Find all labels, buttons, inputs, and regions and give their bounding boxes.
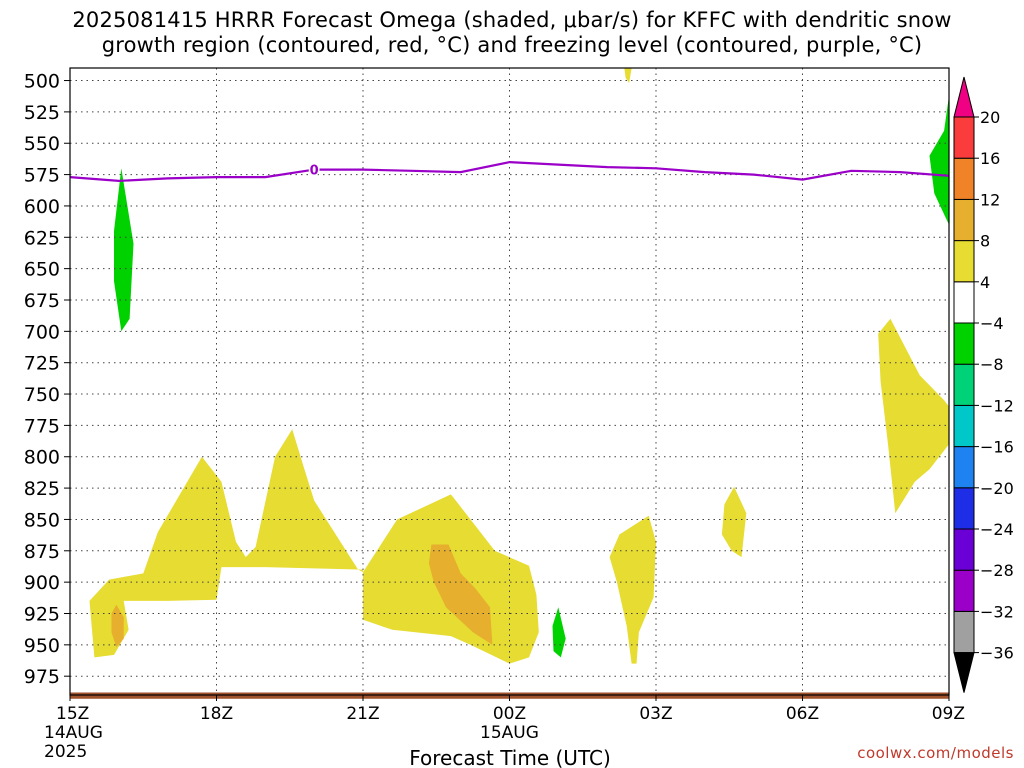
colorbar-label-5: −4	[980, 314, 1004, 333]
y-tick-label-650: 650	[24, 259, 60, 281]
omega-region-6	[609, 515, 656, 664]
colorbar-box-6	[953, 404, 975, 448]
colorbar-label-11: −28	[980, 561, 1014, 580]
x-tick-label-06Z: 06Z	[786, 704, 819, 724]
y-tick-label-825: 825	[24, 478, 60, 500]
colorbar-label-6: −8	[980, 355, 1004, 374]
omega-region-4	[111, 604, 124, 648]
colorbar-box-11	[953, 198, 975, 242]
y-tick-label-800: 800	[24, 447, 60, 469]
colorbar-box-9	[953, 281, 975, 324]
x-tick-label-00Z: 00Z	[493, 704, 526, 724]
x-tick-label-09Z: 09Z	[932, 704, 965, 724]
credit-text: coolwx.com/models	[857, 744, 1014, 762]
chart-title-line-1: 2025081415 HRRR Forecast Omega (shaded, …	[72, 8, 952, 32]
colorbar-label-0: 20	[980, 108, 1000, 127]
x-tick-label-03Z: 03Z	[639, 704, 672, 724]
omega-region-3	[89, 429, 539, 664]
freezing-level-line	[69, 160, 950, 183]
colorbar-box-1	[953, 610, 975, 654]
colorbar-label-7: −12	[980, 396, 1014, 415]
omega-region-1	[929, 95, 949, 225]
colorbar-label-4: 4	[980, 273, 990, 292]
y-tick-label-900: 900	[24, 572, 60, 594]
freezing-level-layer: 0	[69, 160, 950, 183]
y-tick-label-950: 950	[24, 635, 60, 657]
x-date-label-15Z: 14AUG	[44, 723, 103, 743]
colorbar-box-3	[953, 528, 975, 571]
omega-region-9	[624, 68, 632, 83]
colorbar-arrow-bottom	[953, 652, 975, 693]
colorbar-box-7	[953, 363, 975, 406]
x-year-label: 2025	[44, 742, 87, 762]
colorbar-label-3: 8	[980, 232, 990, 251]
x-date-label-00Z: 15AUG	[480, 723, 539, 743]
omega-region-2	[552, 607, 566, 658]
y-tick-label-525: 525	[24, 102, 60, 124]
colorbar-label-10: −24	[980, 520, 1014, 539]
colorbar-box-10	[953, 240, 975, 283]
colorbar-label-2: 12	[980, 190, 1000, 209]
colorbar-box-2	[953, 569, 975, 612]
colorbar-box-5	[953, 446, 975, 489]
y-tick-label-975: 975	[24, 666, 60, 688]
colorbar-label-12: −32	[980, 602, 1014, 621]
x-tick-label-15Z: 15Z	[56, 704, 89, 724]
colorbar-box-4	[953, 487, 975, 530]
omega-region-5	[428, 544, 493, 645]
chart-title-line-2: growth region (contoured, red, °C) and f…	[101, 33, 923, 57]
colorbar-label-13: −36	[980, 644, 1014, 663]
colorbar-label-1: 16	[980, 149, 1000, 168]
colorbar-box-13	[953, 116, 975, 159]
colorbar-label-8: −16	[980, 438, 1014, 457]
omega-region-7	[721, 486, 747, 558]
y-tick-label-625: 625	[24, 227, 60, 249]
x-axis-title: Forecast Time (UTC)	[409, 746, 611, 768]
x-tick-label-21Z: 21Z	[346, 704, 379, 724]
colorbar-arrow-top	[953, 76, 975, 118]
colorbar-label-9: −20	[980, 479, 1014, 498]
y-tick-label-550: 550	[24, 133, 60, 155]
omega-region-8	[878, 318, 949, 514]
y-tick-label-600: 600	[24, 196, 60, 218]
y-tick-label-925: 925	[24, 603, 60, 625]
y-tick-label-575: 575	[24, 165, 60, 187]
y-tick-label-750: 750	[24, 384, 60, 406]
y-tick-label-775: 775	[24, 415, 60, 437]
colorbar-box-8	[953, 322, 975, 365]
y-tick-label-875: 875	[24, 541, 60, 563]
y-tick-label-850: 850	[24, 509, 60, 531]
y-tick-label-675: 675	[24, 290, 60, 312]
omega-fill-layer	[89, 68, 949, 664]
omega-region-0	[114, 168, 134, 332]
colorbar-box-12	[953, 157, 975, 200]
y-tick-label-700: 700	[24, 321, 60, 343]
y-tick-label-500: 500	[24, 71, 60, 93]
y-tick-label-725: 725	[24, 353, 60, 375]
freezing-level-label: 0	[310, 164, 319, 179]
colorbar: 20 16 12 8 4 −4 −8 −12 −16 −20 −24 −28 −32 −36	[953, 76, 1014, 693]
x-tick-label-18Z: 18Z	[200, 704, 233, 724]
y-axis: 500 525 550 575 600 625 650 675 700 725 750 775 800 8…	[24, 71, 70, 688]
